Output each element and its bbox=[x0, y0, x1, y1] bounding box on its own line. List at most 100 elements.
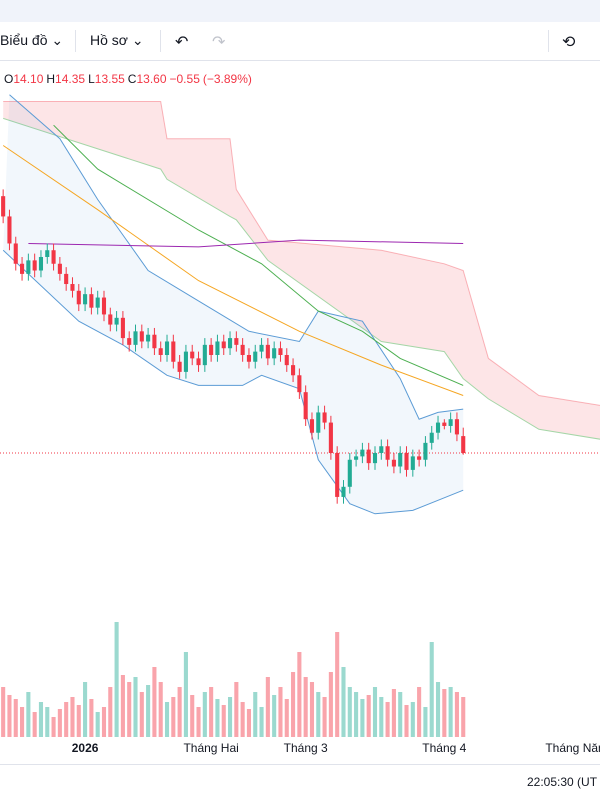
volume-bar bbox=[309, 682, 315, 737]
ma-line bbox=[2, 145, 464, 396]
volume-bar bbox=[7, 695, 12, 737]
chart-menu[interactable]: Biểu đồ ⌄ bbox=[0, 32, 64, 48]
volume-bar bbox=[246, 709, 251, 737]
undo-button[interactable]: ↶ bbox=[175, 34, 189, 51]
candle-body bbox=[26, 260, 31, 274]
profile-menu[interactable]: Hồ sơ ⌄ bbox=[90, 32, 144, 48]
volume-bar bbox=[347, 687, 352, 737]
candle-body bbox=[253, 351, 258, 362]
volume-bar bbox=[190, 695, 195, 737]
volume-bar bbox=[158, 682, 163, 737]
volume-bar bbox=[209, 687, 214, 737]
volume-bar bbox=[152, 667, 157, 737]
volume-bar bbox=[146, 685, 151, 737]
volume-bar bbox=[13, 699, 18, 737]
candle-body bbox=[435, 422, 441, 433]
volume-bar bbox=[278, 687, 283, 737]
candle-body bbox=[404, 452, 409, 470]
volume-bar bbox=[83, 682, 88, 737]
candle-body bbox=[379, 446, 384, 453]
candle-body bbox=[234, 338, 239, 345]
volume-bar bbox=[360, 699, 365, 737]
candle-body bbox=[7, 216, 12, 244]
volume-bar bbox=[429, 642, 434, 737]
candle-body bbox=[303, 392, 308, 420]
redo-button[interactable]: ↷ bbox=[212, 34, 226, 51]
candle-body bbox=[398, 452, 403, 467]
candle-body bbox=[89, 294, 94, 308]
candle-body bbox=[95, 297, 100, 308]
volume-bar bbox=[76, 705, 81, 737]
candle-body bbox=[146, 334, 151, 342]
replay-button[interactable]: ⟲ bbox=[562, 34, 576, 51]
volume-bar bbox=[291, 672, 296, 737]
candle-body bbox=[221, 341, 226, 349]
separator bbox=[548, 30, 549, 52]
ma-line bbox=[28, 239, 464, 248]
candle-body bbox=[152, 334, 157, 349]
candle-body bbox=[202, 344, 207, 366]
legend-key: L bbox=[88, 72, 95, 86]
candle-body bbox=[448, 419, 453, 426]
chart-menu-label: Biểu đồ bbox=[0, 32, 48, 48]
candle-body bbox=[196, 358, 201, 366]
legend-value: 13.60 bbox=[136, 72, 167, 86]
volume-bar bbox=[398, 692, 403, 737]
volume-bar bbox=[38, 702, 44, 737]
volume-bar bbox=[379, 697, 384, 737]
ohlc-legend: O14.10 H14.35 L13.55 C13.60 −0.55 (−3.89%) bbox=[4, 72, 255, 86]
volume-bar bbox=[316, 692, 321, 737]
candle-body bbox=[347, 459, 352, 487]
legend-key: H bbox=[46, 72, 56, 86]
candle-body bbox=[372, 452, 378, 464]
volume-bar bbox=[335, 632, 340, 737]
volume-bar bbox=[410, 702, 415, 737]
volume-bar bbox=[240, 702, 245, 737]
candle-body bbox=[309, 419, 315, 433]
volume-bar bbox=[372, 687, 378, 737]
volume-bar bbox=[297, 652, 302, 737]
volume-bar bbox=[272, 695, 277, 737]
candle-body bbox=[38, 256, 44, 271]
volume-bar bbox=[26, 692, 31, 737]
volume-bar bbox=[417, 687, 422, 737]
legend-change-pct: (−3.89%) bbox=[202, 72, 252, 86]
candle-body bbox=[51, 250, 56, 264]
volume-bar bbox=[51, 717, 56, 737]
candle-body bbox=[385, 446, 390, 460]
volume-bar bbox=[227, 697, 233, 737]
volume-bar bbox=[423, 707, 428, 737]
candle-body bbox=[341, 486, 346, 497]
candle-body bbox=[417, 456, 422, 460]
candle-body bbox=[410, 456, 415, 470]
x-tick-label: 2026 bbox=[72, 741, 99, 755]
candle-body bbox=[360, 449, 365, 457]
candle-body bbox=[209, 344, 214, 355]
volume-bar bbox=[196, 707, 201, 737]
candle-body bbox=[13, 243, 18, 264]
volume-bar bbox=[177, 687, 182, 737]
candle-body bbox=[284, 354, 289, 366]
candle-body bbox=[278, 348, 283, 355]
volume-bar bbox=[114, 622, 119, 737]
candle-body bbox=[429, 432, 434, 443]
candle-body bbox=[158, 348, 163, 355]
candle-body bbox=[70, 284, 75, 291]
volume-bar bbox=[385, 702, 390, 737]
band-upper bbox=[9, 94, 464, 420]
volume-bar bbox=[259, 707, 264, 737]
divider bbox=[0, 764, 600, 765]
band-fill bbox=[3, 94, 464, 514]
separator bbox=[160, 30, 161, 52]
candle-body bbox=[423, 442, 428, 460]
candle-body bbox=[177, 361, 182, 372]
candle-body bbox=[133, 331, 138, 345]
volume-bar bbox=[404, 705, 409, 737]
volume-bar bbox=[139, 692, 144, 737]
candle-body bbox=[265, 344, 270, 359]
volume-bar bbox=[215, 699, 220, 737]
volume-bar bbox=[454, 692, 459, 737]
candle-body bbox=[391, 459, 396, 467]
volume-bar bbox=[32, 712, 37, 737]
